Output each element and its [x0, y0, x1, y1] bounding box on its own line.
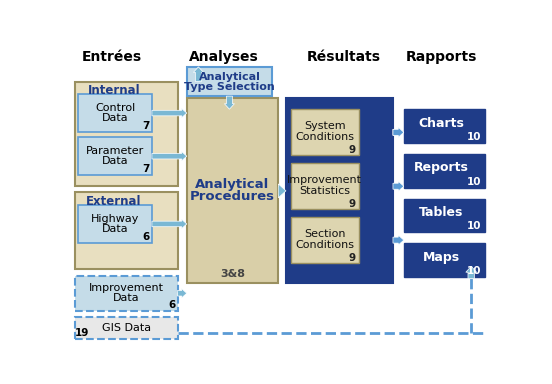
- Text: 10: 10: [467, 221, 481, 231]
- Text: 9: 9: [349, 199, 355, 209]
- Text: 7: 7: [142, 121, 150, 131]
- Text: 10: 10: [467, 177, 481, 187]
- Polygon shape: [278, 184, 286, 198]
- Text: Analytical: Analytical: [199, 72, 261, 82]
- Text: Reports: Reports: [414, 161, 469, 174]
- Polygon shape: [393, 235, 404, 245]
- Text: Data: Data: [113, 293, 140, 303]
- Text: Analyses: Analyses: [189, 50, 259, 64]
- FancyBboxPatch shape: [291, 109, 359, 156]
- Text: Conditions: Conditions: [295, 240, 354, 250]
- FancyBboxPatch shape: [291, 217, 359, 263]
- Polygon shape: [393, 127, 404, 137]
- Text: Improvement: Improvement: [89, 283, 164, 293]
- Text: Charts: Charts: [418, 117, 464, 129]
- Text: Data: Data: [102, 156, 129, 166]
- Polygon shape: [466, 266, 476, 279]
- FancyBboxPatch shape: [75, 192, 178, 270]
- Text: 7: 7: [142, 164, 150, 174]
- Text: Internal: Internal: [88, 84, 140, 97]
- FancyBboxPatch shape: [404, 243, 485, 277]
- Text: Analytical: Analytical: [195, 178, 269, 191]
- Polygon shape: [152, 219, 187, 228]
- Polygon shape: [152, 108, 187, 118]
- Text: Rapports: Rapports: [405, 50, 477, 64]
- FancyBboxPatch shape: [291, 163, 359, 209]
- FancyBboxPatch shape: [404, 199, 485, 232]
- Text: System: System: [304, 121, 346, 131]
- FancyBboxPatch shape: [78, 94, 152, 132]
- Text: Section: Section: [304, 229, 346, 239]
- Text: Data: Data: [102, 113, 129, 123]
- FancyBboxPatch shape: [404, 109, 485, 143]
- FancyBboxPatch shape: [75, 81, 178, 186]
- Text: Statistics: Statistics: [299, 186, 351, 196]
- Polygon shape: [178, 289, 187, 298]
- Text: Entrées: Entrées: [82, 50, 142, 64]
- Text: 10: 10: [467, 266, 481, 276]
- Text: 3&8: 3&8: [220, 269, 245, 279]
- Text: External: External: [86, 195, 142, 208]
- FancyBboxPatch shape: [78, 205, 152, 243]
- Text: Parameter: Parameter: [86, 146, 144, 156]
- Text: Data: Data: [102, 223, 129, 233]
- Polygon shape: [152, 152, 187, 161]
- Text: Highway: Highway: [91, 214, 139, 223]
- FancyBboxPatch shape: [286, 98, 393, 283]
- Polygon shape: [224, 96, 235, 109]
- FancyBboxPatch shape: [404, 154, 485, 188]
- Text: 9: 9: [349, 145, 355, 155]
- FancyBboxPatch shape: [75, 317, 178, 339]
- Text: 9: 9: [349, 253, 355, 263]
- Text: Improvement: Improvement: [287, 175, 362, 185]
- FancyBboxPatch shape: [187, 67, 272, 96]
- Polygon shape: [393, 181, 404, 191]
- Text: 6: 6: [168, 300, 175, 310]
- Text: 10: 10: [467, 132, 481, 142]
- FancyBboxPatch shape: [78, 137, 152, 175]
- Text: Procedures: Procedures: [190, 190, 275, 204]
- Text: Type Selection: Type Selection: [184, 82, 275, 92]
- FancyBboxPatch shape: [75, 276, 178, 311]
- Polygon shape: [393, 127, 404, 137]
- FancyBboxPatch shape: [187, 98, 278, 283]
- Text: GIS Data: GIS Data: [102, 323, 151, 333]
- Polygon shape: [193, 67, 204, 81]
- Text: 19: 19: [75, 328, 89, 338]
- Text: Résultats: Résultats: [307, 50, 381, 64]
- Text: 6: 6: [142, 232, 150, 242]
- Text: Control: Control: [95, 103, 135, 113]
- Text: Maps: Maps: [423, 251, 460, 263]
- Text: Conditions: Conditions: [295, 132, 354, 142]
- Text: Tables: Tables: [419, 206, 464, 219]
